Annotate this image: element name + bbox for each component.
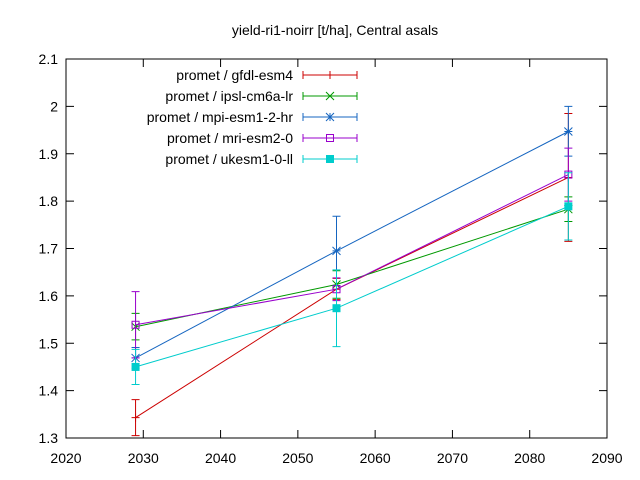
- x-tick-label: 2050: [282, 450, 313, 466]
- x-tick-label: 2020: [50, 450, 81, 466]
- series-line: [135, 174, 569, 326]
- series-4: [131, 147, 573, 359]
- y-tick-label: 2.1: [39, 51, 59, 67]
- legend-errcap: [302, 155, 358, 163]
- x-tick-label: 2060: [360, 450, 391, 466]
- legend-marker: [326, 71, 334, 79]
- series-5: [131, 172, 573, 385]
- y-tick-label: 1.5: [39, 335, 59, 351]
- plot-area: [131, 105, 573, 437]
- y-tick-label: 1.9: [39, 146, 59, 162]
- legend-errcap: [302, 71, 358, 79]
- x-tick-label: 2070: [437, 450, 468, 466]
- series-line: [135, 176, 569, 419]
- legend: promet / gfdl-esm4 promet / ipsl-cm6a-lr p…: [147, 67, 358, 167]
- legend-marker: [325, 112, 335, 122]
- y-tick-label: 1.8: [39, 193, 59, 209]
- data-point: [332, 246, 341, 256]
- x-tick-label: 2090: [591, 450, 622, 466]
- legend-marker: [325, 91, 335, 101]
- y-tick-label: 1.3: [39, 430, 59, 446]
- legend-entry-4: promet / mri-esm2-0: [167, 130, 358, 146]
- legend-label: promet / mpi-esm1-2-hr: [147, 109, 294, 125]
- y-tick-label: 1.4: [39, 383, 59, 399]
- series-line: [135, 208, 569, 328]
- data-point: [131, 320, 140, 329]
- data-point: [131, 413, 140, 422]
- y-tick-label: 2: [50, 98, 58, 114]
- legend-entry-5: promet / ukesm1-0-ll: [165, 151, 358, 167]
- legend-errcap: [302, 113, 358, 121]
- x-tick-label: 2080: [514, 450, 545, 466]
- legend-label: promet / mri-esm2-0: [167, 130, 293, 146]
- chart-title: yield-ri1-noirr [t/ha], Central asals: [232, 22, 438, 38]
- axes: 1.3 1.4 1.5 1.6 1.7 1.8 1.9 2 2.1 2020 2030 2040 205…: [39, 51, 623, 466]
- data-point: [564, 127, 573, 136]
- legend-marker: [326, 155, 334, 163]
- legend-label: promet / ukesm1-0-ll: [165, 151, 293, 167]
- legend-errcap: [302, 134, 358, 142]
- series-2: [131, 196, 573, 341]
- data-point: [131, 362, 140, 371]
- legend-label: promet / gfdl-esm4: [176, 67, 293, 83]
- legend-errcap: [302, 92, 358, 100]
- legend-entry-2: promet / ipsl-cm6a-lr: [165, 88, 358, 104]
- x-tick-label: 2040: [205, 450, 236, 466]
- y-tick-label: 1.6: [39, 288, 59, 304]
- data-point: [332, 304, 341, 313]
- x-tick-label: 2030: [128, 450, 159, 466]
- legend-marker: [326, 134, 334, 142]
- data-point: [564, 202, 573, 211]
- legend-label: promet / ipsl-cm6a-lr: [165, 88, 293, 104]
- y-tick-label: 1.7: [39, 241, 59, 257]
- legend-entry-1: promet / gfdl-esm4: [176, 67, 358, 83]
- legend-entry-3: promet / mpi-esm1-2-hr: [147, 109, 358, 125]
